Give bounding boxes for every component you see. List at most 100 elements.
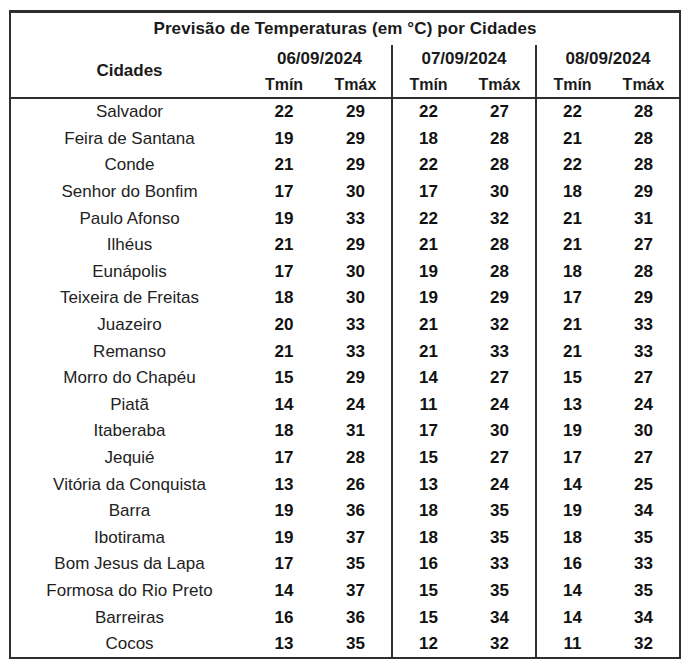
table-row: Barreiras 16 36 15 34 14 34 xyxy=(10,604,680,631)
tmax-day3: 29 xyxy=(608,179,680,206)
tmin-day3: 21 xyxy=(536,312,608,339)
tmin-day3: 14 xyxy=(536,604,608,631)
tmax-day3: 35 xyxy=(608,578,680,605)
tmax-day1: 30 xyxy=(320,285,392,312)
table-row: Ibotirama 19 37 18 35 18 35 xyxy=(10,525,680,552)
table-title: Previsão de Temperaturas (em °C) por Cid… xyxy=(10,12,680,46)
tmin-day2: 15 xyxy=(392,604,464,631)
tmax-day3: 29 xyxy=(608,285,680,312)
tmin-day2: 21 xyxy=(392,312,464,339)
table-row: Eunápolis 17 30 19 28 18 28 xyxy=(10,259,680,286)
table-row: Paulo Afonso 19 33 22 32 21 31 xyxy=(10,205,680,232)
tmin-day3: 13 xyxy=(536,392,608,419)
tmin-day2: 18 xyxy=(392,126,464,153)
tmin-day3: 15 xyxy=(536,365,608,392)
table-row: Morro do Chapéu 15 29 14 27 15 27 xyxy=(10,365,680,392)
column-header-date-3: 08/09/2024 xyxy=(536,45,680,72)
tmin-day1: 19 xyxy=(248,205,320,232)
city-name: Eunápolis xyxy=(10,259,248,286)
tmin-day1: 21 xyxy=(248,338,320,365)
table-row: Vitória da Conquista 13 26 13 24 14 25 xyxy=(10,471,680,498)
tmin-day2: 12 xyxy=(392,631,464,659)
tmin-day1: 17 xyxy=(248,551,320,578)
tmin-day2: 17 xyxy=(392,418,464,445)
city-name: Morro do Chapéu xyxy=(10,365,248,392)
tmax-day1: 33 xyxy=(320,338,392,365)
table-row: Feira de Santana 19 29 18 28 21 28 xyxy=(10,126,680,153)
tmax-day1: 33 xyxy=(320,205,392,232)
tmin-day2: 22 xyxy=(392,98,464,126)
tmax-day2: 34 xyxy=(464,604,536,631)
tmin-day3: 16 xyxy=(536,551,608,578)
tmax-day1: 29 xyxy=(320,365,392,392)
tmin-day3: 18 xyxy=(536,259,608,286)
tmax-day3: 27 xyxy=(608,365,680,392)
tmax-day3: 28 xyxy=(608,152,680,179)
subheader-tmin-2: Tmín xyxy=(392,72,464,98)
column-header-date-2: 07/09/2024 xyxy=(392,45,536,72)
tmin-day3: 17 xyxy=(536,445,608,472)
tmax-day2: 29 xyxy=(464,285,536,312)
table-header: Previsão de Temperaturas (em °C) por Cid… xyxy=(10,12,680,99)
tmin-day2: 18 xyxy=(392,525,464,552)
table-row: Piatã 14 24 11 24 13 24 xyxy=(10,392,680,419)
subheader-tmax-1: Tmáx xyxy=(320,72,392,98)
tmin-day1: 16 xyxy=(248,604,320,631)
column-header-date-1: 06/09/2024 xyxy=(248,45,392,72)
tmin-day2: 17 xyxy=(392,179,464,206)
city-name: Ibotirama xyxy=(10,525,248,552)
tmax-day1: 30 xyxy=(320,179,392,206)
table-container: Previsão de Temperaturas (em °C) por Cid… xyxy=(9,10,681,659)
tmin-day1: 13 xyxy=(248,631,320,659)
subheader-tmax-2: Tmáx xyxy=(464,72,536,98)
tmin-day3: 19 xyxy=(536,418,608,445)
city-name: Juazeiro xyxy=(10,312,248,339)
forecast-table-page: Previsão de Temperaturas (em °C) por Cid… xyxy=(0,0,688,672)
tmax-day2: 32 xyxy=(464,631,536,659)
subheader-tmin-1: Tmín xyxy=(248,72,320,98)
tmin-day1: 20 xyxy=(248,312,320,339)
city-name: Teixeira de Freitas xyxy=(10,285,248,312)
temperature-forecast-table: Previsão de Temperaturas (em °C) por Cid… xyxy=(9,10,681,659)
tmax-day2: 28 xyxy=(464,259,536,286)
tmax-day2: 30 xyxy=(464,418,536,445)
tmax-day2: 24 xyxy=(464,392,536,419)
city-name: Itaberaba xyxy=(10,418,248,445)
tmax-day3: 33 xyxy=(608,338,680,365)
tmin-day3: 18 xyxy=(536,179,608,206)
tmin-day1: 19 xyxy=(248,498,320,525)
tmin-day3: 11 xyxy=(536,631,608,659)
tmax-day3: 33 xyxy=(608,312,680,339)
city-name: Salvador xyxy=(10,98,248,126)
tmax-day3: 28 xyxy=(608,126,680,153)
column-header-cities: Cidades xyxy=(10,45,248,98)
tmin-day2: 21 xyxy=(392,338,464,365)
tmax-day1: 24 xyxy=(320,392,392,419)
tmin-day2: 22 xyxy=(392,152,464,179)
tmax-day1: 35 xyxy=(320,631,392,659)
city-name: Conde xyxy=(10,152,248,179)
city-name: Barreiras xyxy=(10,604,248,631)
tmax-day3: 24 xyxy=(608,392,680,419)
tmax-day3: 25 xyxy=(608,471,680,498)
tmin-day1: 17 xyxy=(248,259,320,286)
tmin-day3: 19 xyxy=(536,498,608,525)
tmax-day2: 35 xyxy=(464,578,536,605)
city-name: Barra xyxy=(10,498,248,525)
tmax-day1: 35 xyxy=(320,551,392,578)
tmax-day1: 37 xyxy=(320,525,392,552)
tmin-day3: 21 xyxy=(536,338,608,365)
table-row: Barra 19 36 18 35 19 34 xyxy=(10,498,680,525)
tmax-day3: 27 xyxy=(608,232,680,259)
tmax-day2: 24 xyxy=(464,471,536,498)
city-name: Ilhéus xyxy=(10,232,248,259)
tmin-day2: 19 xyxy=(392,285,464,312)
table-row: Salvador 22 29 22 27 22 28 xyxy=(10,98,680,126)
date-header-row: Cidades 06/09/2024 07/09/2024 08/09/2024 xyxy=(10,45,680,72)
city-name: Bom Jesus da Lapa xyxy=(10,551,248,578)
tmax-day2: 28 xyxy=(464,232,536,259)
city-name: Feira de Santana xyxy=(10,126,248,153)
tmax-day2: 27 xyxy=(464,98,536,126)
city-name: Cocos xyxy=(10,631,248,659)
tmin-day1: 21 xyxy=(248,232,320,259)
